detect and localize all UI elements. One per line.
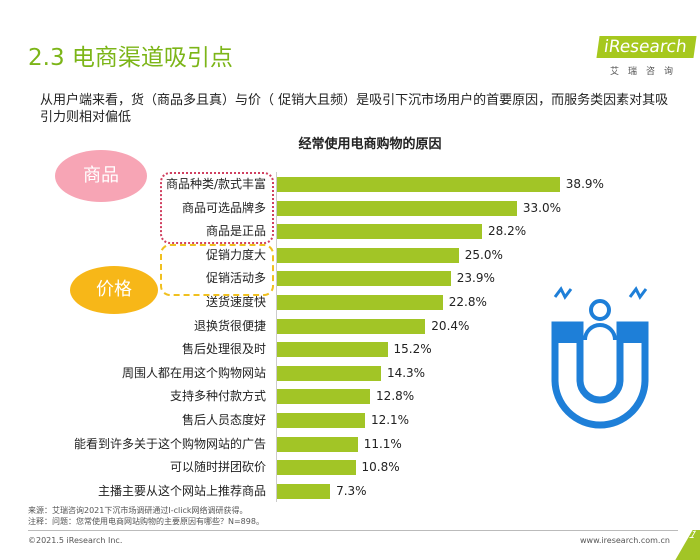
category-label: 促销活动多	[205, 271, 266, 286]
bar-row: 售后人员态度好 12.1%	[0, 410, 700, 430]
category-label: 售后人员态度好	[181, 413, 266, 427]
bar	[277, 318, 426, 334]
category-label: 可以随时拼团砍价	[169, 460, 266, 475]
bar	[277, 295, 443, 310]
category-label: 周围人都在用这个购物网站	[121, 365, 266, 380]
logo-brand: iResearch	[596, 36, 697, 58]
goods-bubble: 商品	[55, 150, 147, 202]
bar-row: 商品是正品 28.2%	[0, 221, 700, 241]
category-label: 商品可选品牌多	[181, 200, 266, 215]
value-label: 11.1%	[363, 436, 402, 451]
value-label: 25.0%	[464, 247, 503, 262]
logo-sub: 艾瑞咨询	[610, 67, 683, 77]
notes: 来源：艾瑞咨询2021下沉市场调研通过I-click网络调研获得。 注释：问题：…	[28, 505, 264, 527]
magnet-user-icon	[551, 286, 649, 429]
value-label: 10.8%	[361, 460, 400, 475]
value-label: 33.0%	[522, 200, 562, 215]
value-label: 22.8%	[448, 295, 487, 309]
bar-row: 支持多种付款方式 12.8%	[0, 386, 700, 406]
bar	[277, 177, 560, 192]
bar-row: 可以随时拼团砍价 10.8%	[0, 457, 700, 477]
source-note: 来源：艾瑞咨询2021下沉市场调研通过I-click网络调研获得。	[28, 506, 248, 515]
question-note: 注释：问题：您常使用电商网站购物的主要原因有哪些？N=898。	[28, 517, 264, 526]
copyright: ©2021.5 iResearch Inc.	[28, 536, 123, 545]
value-label: 7.3%	[336, 483, 367, 498]
category-label: 售后处理很及时	[181, 342, 266, 357]
value-label: 20.4%	[431, 318, 470, 333]
iresearch-logo: iResearch 艾瑞咨询	[590, 36, 697, 86]
bar-row: 能看到许多关于这个购物网站的广告 11.1%	[0, 434, 700, 454]
category-label: 促销力度大	[205, 247, 266, 262]
value-label: 38.9%	[565, 177, 604, 191]
category-label: 支持多种付款方式	[169, 389, 266, 404]
bar	[277, 436, 358, 452]
page-number: 1	[675, 530, 700, 560]
goods-group-outline	[160, 172, 274, 244]
value-label: 28.2%	[488, 224, 527, 239]
bar-row: 促销力度大 25.0%	[0, 245, 700, 265]
bar	[277, 224, 482, 240]
price-group-outline	[160, 244, 274, 296]
page-title: 2.3 电商渠道吸引点	[28, 45, 233, 71]
value-label: 12.1%	[370, 413, 410, 427]
bar	[277, 389, 371, 405]
chart-title: 经常使用电商购物的原因	[298, 137, 442, 152]
bar-row: 商品可选品牌多 33.0%	[0, 198, 700, 218]
footer-divider	[28, 530, 678, 531]
bar	[277, 483, 331, 499]
value-label: 12.8%	[376, 389, 415, 404]
bar-row: 周围人都在用这个购物网站 14.3%	[0, 363, 700, 383]
lead-text: 从用户端来看，货（商品多且真）与价（ 促销大且频）是吸引下沉市场用户的首要原因，…	[40, 93, 669, 125]
category-label: 主播主要从这个网站上推荐商品	[97, 483, 266, 498]
bar-row: 商品种类/款式丰富 38.9%	[0, 174, 700, 194]
chart-axis	[276, 172, 277, 502]
price-bubble: 价格	[70, 266, 158, 314]
bar	[277, 247, 459, 263]
bar	[277, 460, 356, 476]
bar-row: 退换货很便捷 20.4%	[0, 316, 700, 336]
category-label: 退换货很便捷	[193, 318, 266, 333]
category-label: 商品种类/款式丰富	[165, 177, 266, 191]
category-label: 商品是正品	[205, 224, 266, 239]
bar	[277, 365, 381, 381]
bar	[277, 413, 365, 428]
value-label: 14.3%	[386, 365, 426, 380]
bar	[277, 342, 388, 358]
bar-row: 售后处理很及时 15.2%	[0, 339, 700, 359]
footer-url[interactable]: www.iresearch.com.cn	[580, 536, 670, 545]
value-label: 15.2%	[393, 342, 432, 357]
value-label: 23.9%	[456, 271, 495, 286]
bar	[277, 200, 517, 216]
category-label: 能看到许多关于这个购物网站的广告	[73, 436, 266, 451]
bar	[277, 271, 451, 287]
bar-row: 促销活动多 23.9%	[0, 268, 700, 288]
bar-row: 送货速度快 22.8%	[0, 292, 700, 312]
bar-row: 主播主要从这个网站上推荐商品 7.3%	[0, 481, 700, 501]
category-label: 送货速度快	[205, 295, 266, 309]
